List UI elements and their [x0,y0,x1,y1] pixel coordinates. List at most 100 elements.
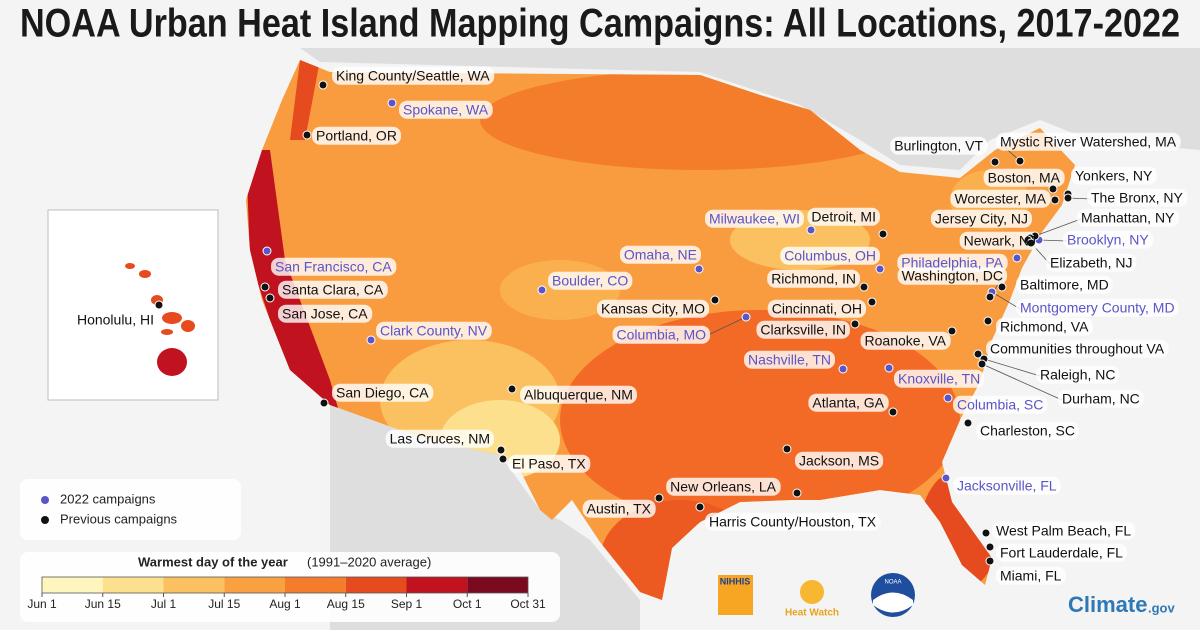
location-marker [695,502,705,512]
label-background [520,385,637,404]
location-marker [990,157,1000,167]
noaa-wave [873,592,913,613]
location-marker [1063,193,1073,203]
location-label: El Paso, TX [512,456,586,472]
label-background [597,299,710,318]
location-label: Brooklyn, NY [1067,232,1149,248]
location-label: Richmond, IN [771,271,856,287]
location-marker [985,542,995,552]
label-background [767,269,860,288]
location-marker [319,398,329,408]
label-background [271,257,397,276]
location-marker [878,229,888,239]
scale-tick-label: Jun 15 [85,597,121,611]
location-label: Spokane, WA [403,102,489,118]
label-background [894,369,985,388]
location-label: Richmond, VA [1000,319,1089,335]
location-marker [741,312,751,322]
location-marker [496,445,506,455]
location-marker [654,493,664,503]
label-background [996,132,1181,151]
location-label: Boulder, CO [552,273,628,289]
label-background [705,512,881,531]
label-background [1077,208,1180,227]
location-label: Durham, NC [1062,391,1140,407]
location-marker [884,363,894,373]
scale-swatch [102,577,164,593]
label-background [666,477,781,496]
label-background [992,521,1136,540]
location-marker [977,359,987,369]
location-label: Philadelphia, PA [901,255,1003,271]
location-marker [888,407,898,417]
location-label: Knoxville, TN [898,371,980,387]
location-label: Miami, FL [1000,568,1062,584]
nihhis-logo [718,575,753,615]
location-label: Columbus, OH [784,248,876,264]
location-label: Manhattan, NY [1081,210,1175,226]
climate-text: Climate [1068,592,1147,617]
location-marker [387,98,397,108]
scale-tick-label: Aug 15 [327,597,365,611]
legend-marker [41,516,49,524]
scale-swatch [224,577,285,593]
label-background [795,451,884,470]
location-label: Milwaukee, WI [709,211,800,227]
location-marker [694,264,704,274]
location-label: Charleston, SC [980,423,1075,439]
location-marker [859,282,869,292]
scale-tick-label: Jul 1 [151,597,177,611]
legend-label: 2022 campaigns [60,491,156,506]
location-marker [154,300,164,310]
scale-tick-label: Sep 1 [391,597,423,611]
label-background [619,245,701,264]
label-background [612,325,711,344]
location-label: Honolulu, HI [77,312,154,328]
gov-text: .gov [1148,600,1175,615]
label-background [278,280,388,299]
location-marker [985,556,995,566]
location-label: Kansas City, MO [601,301,705,317]
scale-tick-label: Oct 31 [510,597,546,611]
location-label: New Orleans, LA [670,479,776,495]
label-background [930,209,1032,228]
location-label: Roanoke, VA [865,333,947,349]
location-label: Nashville, TN [748,352,831,368]
label-background [72,310,158,329]
scale-swatch [345,577,407,593]
location-marker [710,295,720,305]
location-label: Baltimore, MD [1020,277,1109,293]
location-marker [366,335,376,345]
label-background [897,266,1007,285]
label-background [807,207,880,226]
label-background [890,136,988,155]
scale-tick-label: Jul 15 [208,597,240,611]
connector [981,363,1063,401]
legend-marker [41,496,49,504]
label-background [1071,166,1157,185]
location-marker [1050,195,1060,205]
location-label: Clark County, NV [380,323,488,339]
location-label: San Diego, CA [336,385,429,401]
location-marker [265,293,275,303]
scale-swatch [406,577,468,593]
label-background [950,189,1051,208]
scale-tick-label: Oct 1 [453,597,482,611]
label-background [582,499,656,518]
location-marker [782,444,792,454]
location-label: Montgomery County, MD [1020,300,1175,316]
location-marker [537,285,547,295]
label-background [767,299,866,318]
location-marker [947,326,957,336]
label-background [986,339,1169,358]
label-background [996,543,1128,562]
connector [991,291,1021,310]
label-background [959,231,1040,250]
location-marker [498,454,508,464]
scale-subtitle: (1991–2020 average) [307,554,431,569]
scale-title: Warmest day of the year [138,554,288,569]
location-label: Las Cruces, NM [390,431,490,447]
label-background [1087,188,1188,207]
location-marker [983,316,993,326]
